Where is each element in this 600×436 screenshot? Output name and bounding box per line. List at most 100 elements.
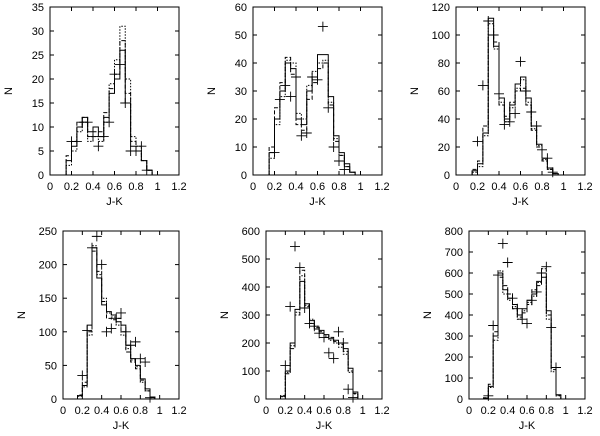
observed-point-marker xyxy=(547,167,558,178)
x-tick-label: 1 xyxy=(360,405,366,417)
histogram-series-solid xyxy=(65,49,158,176)
histogram-series-dashed xyxy=(483,272,566,400)
observed-point-marker xyxy=(317,21,328,32)
y-tick-label: 150 xyxy=(39,293,57,305)
observed-point-marker xyxy=(109,69,120,80)
y-tick-label: 700 xyxy=(445,247,463,259)
y-tick-label: 0 xyxy=(241,170,247,182)
observed-point-marker xyxy=(88,131,98,142)
observed-point-marker xyxy=(106,323,117,334)
observed-point-marker xyxy=(531,121,542,131)
observed-point-marker xyxy=(91,231,102,242)
x-tick-label: 1 xyxy=(154,181,160,193)
x-tick-label: 0 xyxy=(263,405,269,417)
x-tick-label: 0 xyxy=(250,181,256,193)
y-tick-label: 100 xyxy=(445,373,463,385)
histogram-series-dotted xyxy=(471,23,564,176)
y-tick-label: 500 xyxy=(445,289,463,301)
x-tick-label: 0 xyxy=(60,405,66,417)
histogram-series-dashed xyxy=(65,40,158,176)
observed-point-marker xyxy=(537,144,547,155)
y-axis-title: N xyxy=(16,311,28,319)
chart-panel-6: 0 100 200 300 400 500 600 700 800 0 0.2 0.4 0.6 0.8 1 1… xyxy=(422,226,593,432)
y-tick-label: 50 xyxy=(45,360,57,372)
observed-point-marker xyxy=(290,241,300,252)
x-tick-label: 0.2 xyxy=(64,181,79,193)
x-tick-label: 1.2 xyxy=(577,405,592,417)
observed-point-marker xyxy=(319,332,329,343)
observed-point-marker xyxy=(145,392,155,403)
y-tick-label: 0 xyxy=(444,170,450,182)
x-tick-label: 0.6 xyxy=(113,405,128,417)
x-axis-title: J-K xyxy=(309,196,326,208)
y-tick-label: 250 xyxy=(39,226,57,238)
observed-point-marker xyxy=(551,362,561,373)
x-tick-label: 1.2 xyxy=(171,405,186,417)
observed-point-marker xyxy=(531,286,542,297)
y-tick-label: 100 xyxy=(242,366,260,378)
observed-point-marker xyxy=(338,338,349,348)
x-tick-label: 0.2 xyxy=(75,405,90,417)
x-axis-title: J-K xyxy=(106,196,123,208)
observed-point-marker xyxy=(294,262,305,273)
observed-point-marker xyxy=(522,318,532,329)
observed-point-marker xyxy=(323,347,334,358)
histogram-series-solid xyxy=(280,280,363,400)
histogram-series-dotted xyxy=(268,59,361,176)
observed-point-marker xyxy=(512,303,523,314)
y-tick-label: 0 xyxy=(457,394,463,406)
histogram-series-dashed xyxy=(280,269,363,400)
y-tick-label: 400 xyxy=(242,282,260,294)
observed-point-marker xyxy=(497,238,508,249)
x-axis-title: J-K xyxy=(519,420,536,432)
x-tick-label: 0.2 xyxy=(278,405,293,417)
observed-point-marker xyxy=(328,142,339,152)
observed-point-marker xyxy=(309,321,320,332)
histogram-series-dashed xyxy=(471,34,564,176)
observed-point-marker xyxy=(280,360,291,371)
x-axis-title: J-K xyxy=(113,420,130,432)
chart-panel-5: 0 100 200 300 400 500 600 0 0.2 0.4 0.6 0.8 1 1.2 J-K N xyxy=(219,226,390,432)
y-tick-label: 10 xyxy=(32,122,44,134)
observed-point-marker xyxy=(520,86,531,96)
y-tick-label: 50 xyxy=(235,30,247,42)
observed-point-marker xyxy=(141,165,152,176)
y-tick-label: 60 xyxy=(235,2,247,14)
observed-point-marker xyxy=(96,259,107,270)
y-tick-label: 0 xyxy=(254,394,260,406)
histogram-series-solid xyxy=(268,54,361,176)
observed-point-marker xyxy=(546,322,557,333)
y-tick-label: 600 xyxy=(242,226,260,238)
observed-point-marker xyxy=(517,314,528,325)
x-tick-label: 0 xyxy=(466,405,472,417)
observed-point-marker xyxy=(323,102,334,113)
y-axis-title: N xyxy=(206,87,218,95)
chart-panel-1: 0 5 10 15 20 25 30 35 0 0.2 0.4 0.6 0.8 1 1.2 J-K N xyxy=(3,2,187,208)
observed-point-marker xyxy=(285,301,296,312)
x-tick-label: 1.2 xyxy=(374,181,389,193)
observed-point-marker xyxy=(120,326,131,337)
observed-point-marker xyxy=(93,141,104,152)
observed-point-marker xyxy=(488,30,499,40)
y-tick-label: 60 xyxy=(438,86,450,98)
y-tick-label: 15 xyxy=(32,98,44,110)
histogram-series-solid xyxy=(471,17,564,176)
x-tick-label: 0.8 xyxy=(539,405,554,417)
y-tick-label: 600 xyxy=(445,268,463,280)
observed-point-marker xyxy=(328,353,339,364)
observed-point-marker xyxy=(104,117,115,128)
x-axis-title: J-K xyxy=(512,196,529,208)
observed-point-marker xyxy=(526,107,537,117)
observed-point-marker xyxy=(87,242,97,253)
x-tick-label: 0 xyxy=(453,181,459,193)
observed-point-marker xyxy=(477,80,488,91)
observed-point-marker xyxy=(98,131,109,142)
observed-point-marker xyxy=(291,72,301,82)
observed-point-marker xyxy=(339,164,350,175)
y-axis-title: N xyxy=(409,87,421,95)
observed-point-marker xyxy=(312,74,323,85)
x-tick-label: 1.2 xyxy=(577,181,592,193)
y-tick-label: 20 xyxy=(438,142,450,154)
observed-point-marker xyxy=(307,72,318,82)
histogram-series-dashed xyxy=(268,56,361,176)
